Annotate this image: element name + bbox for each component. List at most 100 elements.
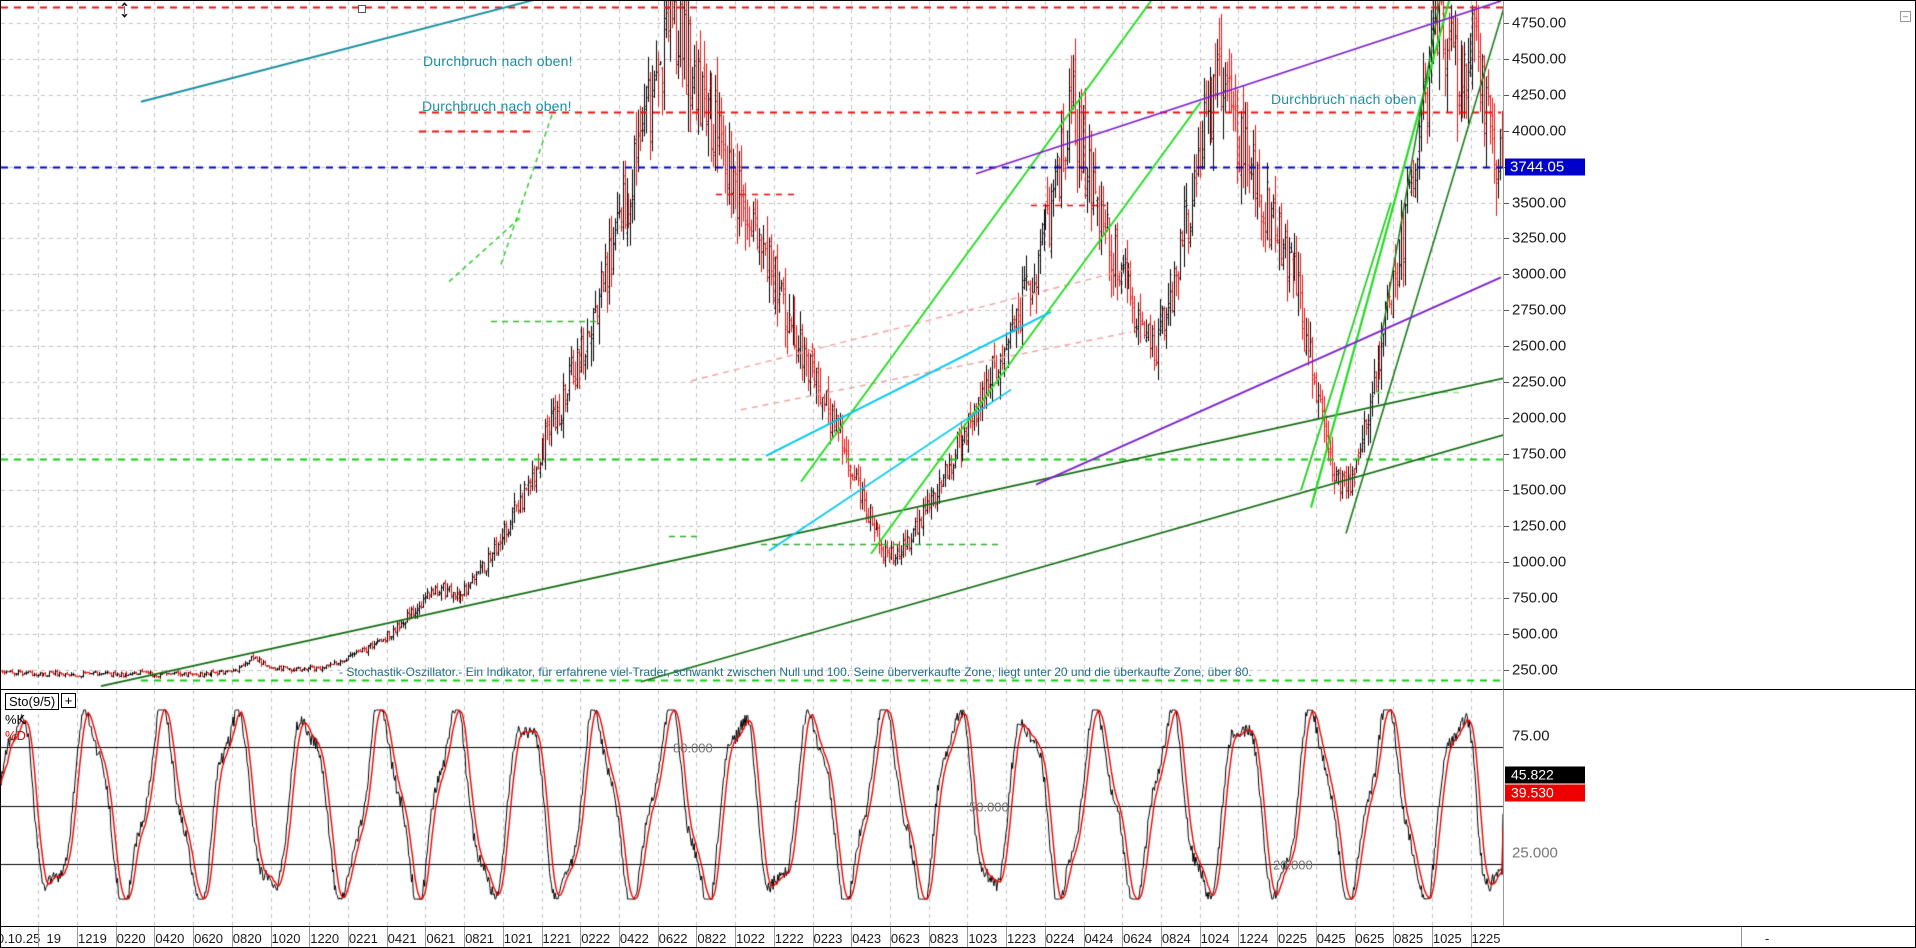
time-axis-label: 1020 bbox=[271, 931, 301, 946]
stochastic-canvas[interactable] bbox=[1, 690, 1503, 926]
axis-collapse-icon[interactable]: – bbox=[1900, 11, 1911, 22]
time-axis-label: 0423 bbox=[852, 931, 882, 946]
time-axis-separator bbox=[812, 927, 814, 947]
time-axis-label: 0424 bbox=[1084, 931, 1114, 946]
price-axis-label: 2000.00 bbox=[1512, 409, 1567, 427]
time-axis-label: 0823 bbox=[929, 931, 959, 946]
time-axis-label: 1221 bbox=[542, 931, 572, 946]
time-axis-separator bbox=[541, 927, 543, 947]
time-axis-label: 0225 bbox=[1278, 931, 1307, 946]
drag-handle-square-icon[interactable] bbox=[358, 5, 366, 13]
price-axis-tick bbox=[1504, 94, 1509, 96]
time-axis-separator bbox=[1083, 927, 1085, 947]
time-axis-separator bbox=[619, 927, 621, 947]
footnote-stochastic-explanation: - Stochastik-Oszillator.- Ein Indikator,… bbox=[339, 665, 1252, 679]
indicator-legend-k: %K bbox=[5, 712, 26, 727]
time-axis-separator bbox=[270, 927, 272, 947]
price-axis-tick bbox=[1504, 202, 1509, 204]
price-axis-label: 3250.00 bbox=[1512, 229, 1567, 247]
time-axis-separator bbox=[735, 927, 737, 947]
price-axis-tick bbox=[1504, 670, 1509, 672]
indicator-title[interactable]: Sto(9/5) bbox=[5, 693, 60, 710]
time-axis[interactable]: 30.10.25 19 1219 0220 0420 0620 0820 1020 1220 02… bbox=[1, 926, 1915, 947]
time-axis-label: 1219 bbox=[77, 931, 107, 946]
time-axis-separator bbox=[464, 927, 466, 947]
price-axis-tick bbox=[1504, 490, 1509, 492]
price-axis-label: 4000.00 bbox=[1512, 122, 1567, 140]
time-axis-separator bbox=[502, 927, 504, 947]
time-axis-label: 0821 bbox=[465, 931, 494, 946]
price-axis-tick bbox=[1504, 130, 1509, 132]
time-axis-label: 0825 bbox=[1394, 931, 1424, 946]
price-axis-tick bbox=[1504, 598, 1509, 600]
indicator-value-d: 39.530 bbox=[1505, 784, 1585, 802]
time-axis-label: 1223 bbox=[1007, 931, 1036, 946]
time-axis-label: 0223 bbox=[813, 931, 843, 946]
price-axis-tick bbox=[1504, 526, 1509, 528]
time-axis-separator bbox=[231, 927, 233, 947]
price-axis-tick bbox=[1504, 238, 1509, 240]
time-axis-label: 0625 bbox=[1355, 931, 1385, 946]
price-axis-tick bbox=[1504, 274, 1509, 276]
annotation-breakout-1: Durchbruch nach oben! bbox=[423, 53, 573, 69]
time-axis-label: 0822 bbox=[697, 931, 727, 946]
price-axis-label: 2250.00 bbox=[1512, 373, 1567, 391]
time-axis-separator bbox=[1044, 927, 1046, 947]
stochastic-indicator-pane[interactable]: Sto(9/5) + %K %D 80.000 50.000 20.000 bbox=[1, 689, 1503, 926]
time-axis-label: 0220 bbox=[116, 931, 146, 946]
price-axis[interactable]: – 4750.004500.004250.004000.003750.00350… bbox=[1503, 1, 1915, 689]
annotation-breakout-3: Durchbruch nach oben bbox=[1271, 91, 1417, 107]
time-axis-separator bbox=[1315, 927, 1317, 947]
time-axis-separator bbox=[1006, 927, 1008, 947]
indicator-axis[interactable]: 75.00 25.000 45.822 39.530 bbox=[1503, 689, 1915, 926]
time-axis-separator bbox=[696, 927, 698, 947]
price-chart-pane[interactable]: Durchbruch nach oben! Durchbruch nach ob… bbox=[1, 1, 1503, 689]
time-axis-separator bbox=[1122, 927, 1124, 947]
time-axis-separator bbox=[193, 927, 195, 947]
price-axis-tick bbox=[1504, 58, 1509, 60]
time-axis-label: 30.10.25 bbox=[1, 931, 41, 946]
price-axis-label: 4250.00 bbox=[1512, 86, 1567, 104]
time-axis-separator bbox=[928, 927, 930, 947]
time-axis-label: 1025 bbox=[1432, 931, 1462, 946]
time-axis-label: 0222 bbox=[581, 931, 611, 946]
time-axis-label: 1224 bbox=[1239, 931, 1269, 946]
price-axis-tick bbox=[1504, 310, 1509, 312]
price-axis-tick bbox=[1504, 382, 1509, 384]
price-axis-label: 1500.00 bbox=[1512, 481, 1567, 499]
price-axis-label: 4750.00 bbox=[1512, 14, 1567, 32]
time-axis-label: 19 bbox=[46, 931, 61, 946]
indicator-expand-icon[interactable]: + bbox=[61, 693, 76, 708]
time-axis-label: 0425 bbox=[1316, 931, 1346, 946]
price-axis-label: 3500.00 bbox=[1512, 194, 1567, 211]
time-axis-separator bbox=[309, 927, 311, 947]
indicator-legend-d: %D bbox=[5, 728, 26, 743]
price-axis-tick bbox=[1504, 454, 1509, 456]
time-axis-label: 0620 bbox=[194, 931, 224, 946]
annotation-breakout-2: Durchbruch nach oben! bbox=[422, 98, 572, 114]
price-axis-tick bbox=[1504, 634, 1509, 636]
time-axis-separator bbox=[967, 927, 969, 947]
price-axis-label: 500.00 bbox=[1512, 625, 1558, 643]
time-axis-label: 0624 bbox=[1123, 931, 1153, 946]
price-axis-label: 250.00 bbox=[1512, 661, 1558, 679]
time-axis-label: 0221 bbox=[348, 931, 378, 946]
indicator-axis-label-25: 25.000 bbox=[1512, 844, 1558, 862]
price-axis-label: 2750.00 bbox=[1512, 301, 1567, 319]
price-chart-canvas[interactable] bbox=[1, 1, 1503, 689]
time-axis-separator bbox=[1470, 927, 1472, 947]
indicator-level-label: 50.000 bbox=[969, 799, 1009, 814]
price-axis-tick bbox=[1504, 22, 1509, 24]
time-axis-separator bbox=[1160, 927, 1162, 947]
time-axis-separator bbox=[1393, 927, 1395, 947]
time-axis-separator bbox=[1238, 927, 1240, 947]
price-axis-tick bbox=[1504, 562, 1509, 564]
time-axis-separator bbox=[386, 927, 388, 947]
time-axis-label: 1220 bbox=[310, 931, 340, 946]
time-axis-separator bbox=[1741, 927, 1742, 947]
price-axis-tick bbox=[1504, 346, 1509, 348]
current-price-badge: 3744.05 bbox=[1505, 158, 1585, 176]
time-axis-label: 0824 bbox=[1161, 931, 1191, 946]
time-axis-separator bbox=[115, 927, 117, 947]
